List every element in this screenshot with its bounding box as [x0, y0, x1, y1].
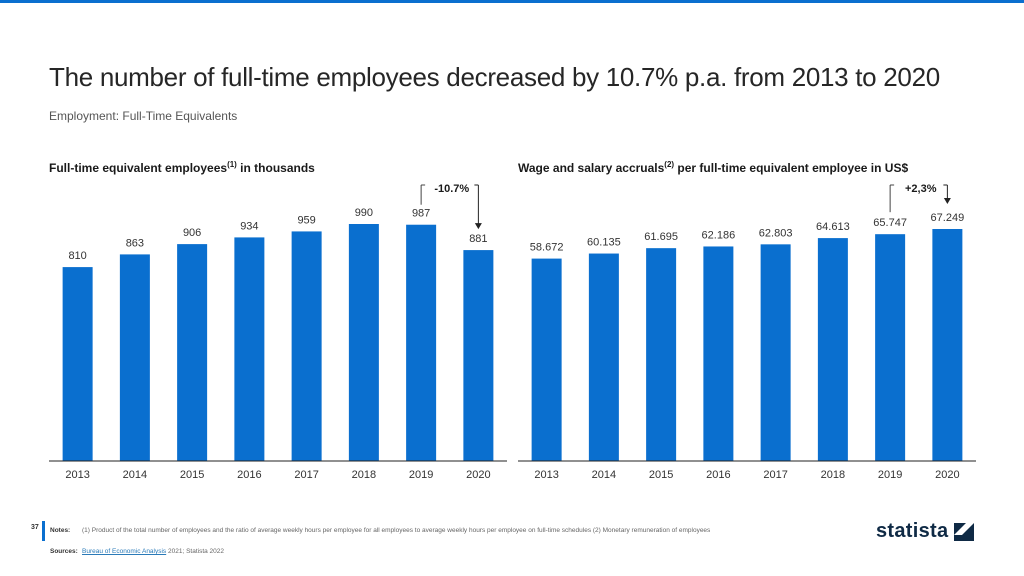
page-number: 37 [31, 524, 39, 531]
bar-2018 [817, 238, 848, 461]
x-tick-label-2017: 2017 [294, 469, 318, 481]
sources-rest: 2021; Statista 2022 [166, 548, 225, 555]
page-subtitle: Employment: Full-Time Equivalents [49, 109, 238, 123]
x-tick-label-2020: 2020 [466, 469, 490, 481]
bar-2015 [177, 244, 208, 461]
chart-1-title: Full-time equivalent employees(1) in tho… [49, 160, 315, 175]
x-tick-label-2013: 2013 [65, 469, 89, 481]
bar-2019 [875, 234, 906, 461]
chart-2-title-rest: per full-time equivalent employee in US$ [674, 161, 909, 175]
chart-2-title-main: Wage and salary accruals [518, 161, 665, 175]
statista-logo: statista [876, 520, 975, 543]
value-label-2017: 62.803 [759, 227, 793, 239]
value-label-2020: 67.249 [931, 212, 965, 224]
value-label-2019: 987 [412, 208, 430, 220]
growth-annotation-label: +2,3% [905, 183, 937, 195]
value-label-2016: 62.186 [702, 229, 736, 241]
statista-logo-icon [954, 522, 975, 541]
bar-2017 [291, 231, 322, 461]
value-label-2020: 881 [469, 233, 487, 245]
x-tick-label-2016: 2016 [706, 469, 730, 481]
page-title: The number of full-time employees decrea… [49, 62, 940, 92]
bar-2013 [531, 258, 562, 461]
sources-link[interactable]: Bureau of Economic Analysis [82, 548, 167, 555]
x-tick-label-2014: 2014 [123, 469, 147, 481]
bar-2014 [119, 254, 150, 461]
x-tick-label-2020: 2020 [935, 469, 959, 481]
x-tick-label-2013: 2013 [534, 469, 558, 481]
value-label-2016: 934 [240, 220, 258, 232]
value-label-2014: 60.135 [587, 237, 621, 249]
value-label-2017: 959 [297, 214, 315, 226]
bar-2016 [703, 246, 734, 461]
value-label-2014: 863 [126, 237, 144, 249]
footer-accent-bar [42, 521, 45, 541]
chart-2-title: Wage and salary accruals(2) per full-tim… [518, 160, 908, 175]
value-label-2018: 64.613 [816, 221, 850, 233]
x-tick-label-2018: 2018 [352, 469, 376, 481]
sources-label: Sources: [50, 548, 78, 555]
bar-2017 [760, 244, 791, 461]
bar-2014 [588, 253, 619, 461]
value-label-2018: 990 [355, 207, 373, 219]
logo-text: statista [876, 520, 949, 542]
x-tick-label-2016: 2016 [237, 469, 261, 481]
bar-2019 [406, 224, 437, 461]
value-label-2013: 810 [68, 250, 86, 262]
chart-1-title-footnote: (1) [227, 160, 237, 169]
value-label-2013: 58.672 [530, 242, 564, 254]
value-label-2015: 906 [183, 227, 201, 239]
value-label-2019: 65.747 [873, 217, 907, 229]
bar-2016 [234, 237, 265, 461]
bar-2018 [348, 224, 379, 461]
growth-annotation: -10.7% [420, 183, 482, 230]
growth-annotation-label: -10.7% [434, 183, 469, 195]
x-tick-label-2017: 2017 [763, 469, 787, 481]
bar-2013 [62, 267, 93, 461]
notes-text: (1) Product of the total number of emplo… [82, 527, 711, 534]
wages-bar-chart: 58.672 2013 60.135 2014 61.695 2015 62.186 2016… [518, 183, 976, 481]
x-tick-label-2014: 2014 [592, 469, 616, 481]
chart-2-title-footnote: (2) [664, 160, 675, 169]
chart-1-title-rest: in thousands [236, 161, 315, 175]
chart-1-title-main: Full-time equivalent employees [49, 161, 228, 175]
bar-2020 [932, 229, 963, 461]
x-tick-label-2015: 2015 [649, 469, 673, 481]
x-tick-label-2018: 2018 [821, 469, 845, 481]
bar-2015 [646, 248, 677, 461]
value-label-2015: 61.695 [644, 231, 678, 243]
sources-text: Bureau of Economic Analysis 2021; Statis… [82, 548, 224, 555]
notes-label: Notes: [50, 527, 71, 534]
employees-bar-chart: 810 2013 863 2014 906 2015 934 2016 959 2017 990 20… [49, 183, 507, 481]
top-accent-bar [0, 0, 1024, 3]
bar-2020 [463, 250, 494, 461]
growth-annotation: +2,3% [889, 183, 951, 213]
x-tick-label-2019: 2019 [409, 469, 433, 481]
x-tick-label-2019: 2019 [878, 469, 902, 481]
x-tick-label-2015: 2015 [180, 469, 204, 481]
